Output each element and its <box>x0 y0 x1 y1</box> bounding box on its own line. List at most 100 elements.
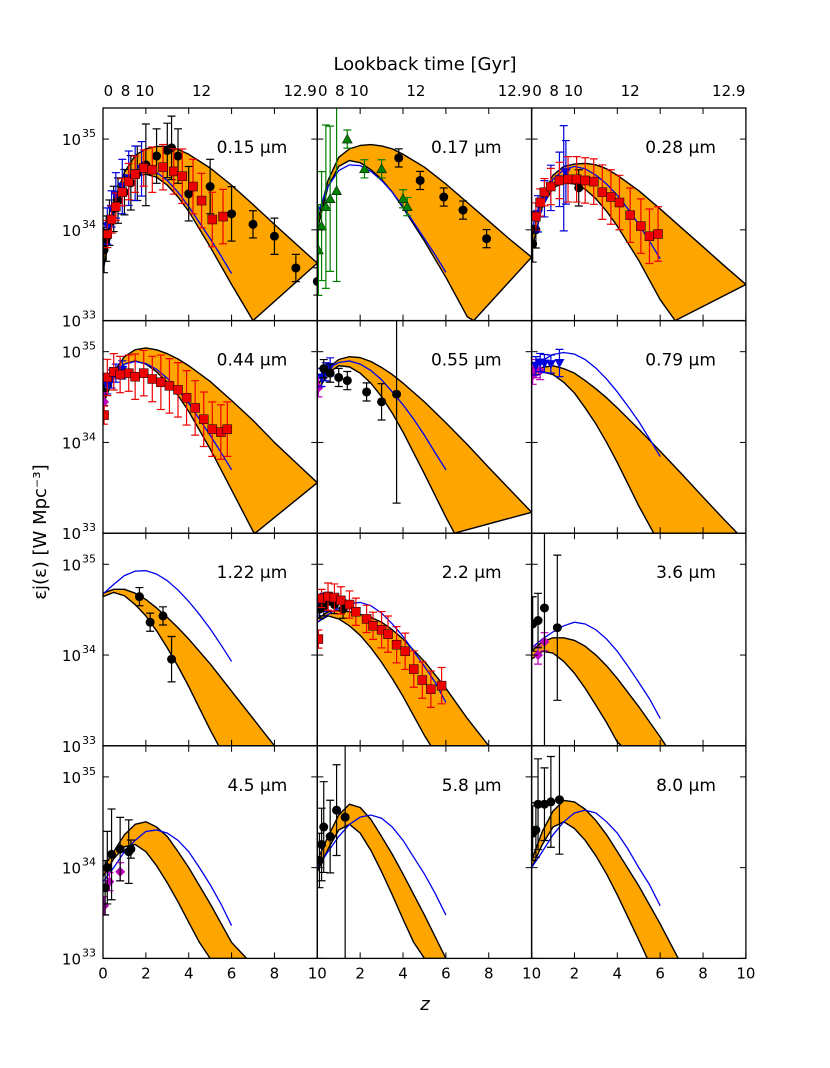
data-point <box>126 844 136 854</box>
x-tick-label: 2 <box>141 964 151 982</box>
data-point <box>580 175 590 186</box>
model-curve <box>317 814 447 916</box>
data-point <box>134 592 144 602</box>
data-point <box>164 381 175 391</box>
data-point <box>614 197 625 208</box>
data-point <box>158 162 168 172</box>
data-point <box>554 175 565 186</box>
data-point <box>145 617 155 627</box>
data-point <box>319 822 329 832</box>
y-tick-exponent: 35 <box>82 127 96 140</box>
data-point <box>103 229 113 239</box>
data-point <box>218 211 228 222</box>
data-point <box>546 181 556 192</box>
panel-plot-area <box>103 115 318 321</box>
data-point <box>644 231 655 241</box>
data-point <box>533 799 543 809</box>
top-tick-label: 12.9 <box>712 82 745 100</box>
data-point <box>552 623 562 633</box>
data-point <box>397 193 409 204</box>
series-blue-triangles <box>531 348 565 378</box>
data-point <box>207 214 218 225</box>
data-point <box>625 210 635 220</box>
data-point <box>205 182 215 192</box>
panel-8: 2.2 μm <box>316 532 533 747</box>
data-point <box>317 634 324 644</box>
data-point <box>341 133 353 144</box>
data-point <box>115 369 125 380</box>
orange-band <box>317 356 532 534</box>
data-point <box>138 163 149 173</box>
orange-band <box>103 588 276 746</box>
data-point <box>181 393 192 403</box>
series-red-squares <box>103 143 228 249</box>
data-point <box>325 832 335 842</box>
data-point <box>222 424 233 434</box>
data-point <box>351 606 361 617</box>
series-black-circles <box>394 148 492 249</box>
series-black-circles <box>317 745 350 959</box>
data-point <box>394 153 404 163</box>
model-curve <box>103 570 233 662</box>
y-tick-exponent: 35 <box>82 340 96 353</box>
data-point <box>359 163 370 174</box>
series-red-squares <box>103 349 233 460</box>
y-tick-label: 10 <box>62 950 81 968</box>
panel-plot-area <box>317 582 490 746</box>
panel-label: 0.15 μm <box>217 138 288 158</box>
panel-6: 0.79 μm <box>530 319 747 534</box>
series-black-circles <box>319 320 402 504</box>
data-point <box>336 595 346 606</box>
data-point <box>539 187 550 197</box>
data-point <box>342 376 352 386</box>
data-point <box>344 599 355 610</box>
x-tick-label: 4 <box>184 964 194 982</box>
data-point <box>115 844 125 854</box>
top-tick-label: 8 <box>549 82 559 100</box>
top-axis-title: Lookback time [Gyr] <box>333 54 516 75</box>
data-point <box>138 368 149 378</box>
data-point <box>408 664 419 674</box>
top-tick-label: 0 <box>532 82 542 100</box>
data-point <box>417 675 428 685</box>
data-point <box>147 164 158 175</box>
top-tick-label: 8 <box>121 82 131 100</box>
y-tick-exponent: 33 <box>82 521 96 534</box>
panel-plot-area <box>531 745 680 959</box>
data-point <box>147 374 158 384</box>
panel-label: 0.79 μm <box>645 351 716 371</box>
data-point <box>130 169 140 179</box>
data-point <box>173 151 183 161</box>
y-tick-label: 10 <box>62 222 81 240</box>
data-point <box>334 372 344 382</box>
panel-label: 1.22 μm <box>217 563 288 583</box>
data-point <box>436 680 447 691</box>
panel-label: 4.5 μm <box>227 776 287 796</box>
data-point <box>539 603 549 613</box>
panel-12: 8.0 μm 2 4 6 8 10 <box>530 745 755 982</box>
x-axis-title: z <box>419 994 430 1015</box>
data-point <box>377 397 387 407</box>
data-point <box>653 229 663 239</box>
series-red-squares <box>531 156 663 265</box>
panel-plot-area <box>103 347 318 534</box>
data-point <box>198 414 209 425</box>
data-point <box>196 195 207 206</box>
data-point <box>482 234 492 244</box>
data-point <box>177 171 188 181</box>
y-tick-label: 10 <box>62 556 81 574</box>
panel-label: 5.8 μm <box>442 776 502 796</box>
data-point <box>400 646 410 657</box>
data-point <box>554 795 564 805</box>
data-point <box>368 621 378 631</box>
data-point <box>103 410 109 420</box>
x-tick-label: 10 <box>736 964 755 982</box>
data-point <box>117 187 128 197</box>
y-tick-label: 10 <box>62 738 81 756</box>
data-point <box>319 364 329 374</box>
x-tick-label: 2 <box>570 964 580 982</box>
data-point <box>291 263 301 273</box>
